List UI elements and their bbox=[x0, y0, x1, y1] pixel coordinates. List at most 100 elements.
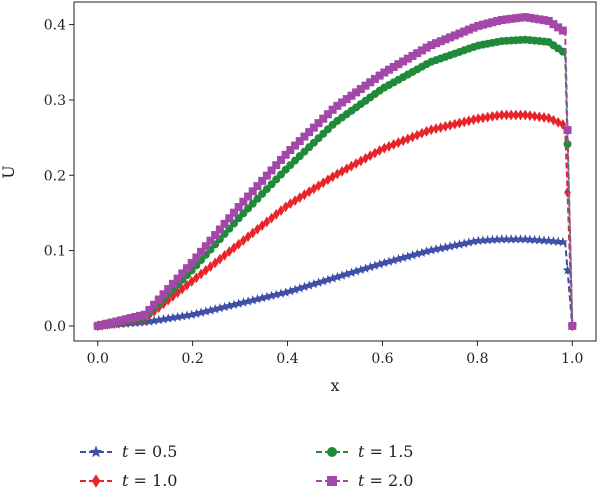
data-point bbox=[478, 235, 488, 245]
data-point bbox=[286, 198, 294, 210]
data-point bbox=[440, 242, 451, 252]
data-point bbox=[294, 283, 305, 293]
data-point bbox=[470, 114, 477, 126]
data-point bbox=[300, 132, 309, 141]
data-point bbox=[394, 137, 402, 148]
data-point bbox=[197, 268, 205, 280]
data-point bbox=[543, 235, 554, 246]
data-point bbox=[507, 14, 516, 23]
legend-entry: t = 2.0 bbox=[316, 471, 413, 490]
data-point bbox=[268, 212, 275, 224]
data-point bbox=[460, 27, 469, 36]
data-point bbox=[219, 301, 230, 312]
data-point bbox=[254, 223, 261, 235]
data-point bbox=[207, 261, 214, 272]
legend-entry: t = 0.5 bbox=[80, 442, 177, 461]
legend: t = 0.5 t = 1.5 t = 1.0 t = 2.0 bbox=[80, 442, 413, 490]
data-point bbox=[515, 234, 526, 244]
data-point bbox=[327, 273, 338, 283]
data-point bbox=[258, 176, 267, 185]
data-point bbox=[366, 78, 375, 87]
data-point bbox=[544, 16, 553, 25]
data-point bbox=[525, 234, 535, 244]
data-point bbox=[380, 68, 389, 77]
data-point bbox=[305, 128, 314, 137]
data-point bbox=[225, 246, 233, 258]
data-point bbox=[244, 231, 252, 243]
data-point bbox=[164, 285, 173, 294]
data-point bbox=[93, 321, 102, 330]
data-point bbox=[290, 284, 300, 294]
data-point bbox=[286, 145, 295, 154]
data-point bbox=[409, 131, 416, 143]
data-point bbox=[375, 71, 384, 80]
data-point bbox=[282, 201, 290, 213]
legend-marker bbox=[327, 447, 337, 457]
data-point bbox=[98, 320, 107, 329]
data-point bbox=[215, 225, 224, 234]
data-point bbox=[332, 271, 343, 282]
data-point bbox=[394, 60, 403, 69]
data-point bbox=[347, 91, 356, 100]
data-point bbox=[355, 264, 366, 275]
data-point bbox=[554, 23, 563, 32]
legend-entry: t = 1.0 bbox=[80, 471, 177, 490]
data-point bbox=[243, 296, 254, 306]
data-point bbox=[488, 18, 497, 27]
data-point bbox=[323, 110, 332, 119]
data-point bbox=[365, 261, 376, 272]
data-point bbox=[388, 255, 399, 265]
y-tick-label: 0.0 bbox=[44, 319, 66, 335]
data-point bbox=[276, 155, 285, 164]
x-tick-label: 0.4 bbox=[276, 351, 298, 367]
data-point bbox=[446, 33, 455, 42]
data-point bbox=[159, 290, 168, 299]
data-point bbox=[437, 122, 445, 133]
data-point bbox=[239, 197, 248, 206]
data-point bbox=[202, 264, 210, 276]
data-point bbox=[258, 220, 266, 231]
data-point bbox=[385, 65, 394, 74]
data-point bbox=[422, 43, 431, 52]
data-point bbox=[224, 300, 235, 311]
data-point bbox=[413, 129, 421, 141]
data-point bbox=[374, 259, 385, 269]
data-point bbox=[263, 216, 271, 228]
data-point bbox=[107, 318, 116, 327]
data-point bbox=[431, 244, 441, 254]
y-tick-label: 0.2 bbox=[44, 168, 66, 184]
data-point bbox=[370, 74, 379, 83]
data-point bbox=[360, 263, 371, 273]
data-point bbox=[521, 13, 530, 22]
axes-frame bbox=[73, 1, 597, 342]
data-point bbox=[295, 137, 304, 146]
data-point bbox=[346, 267, 357, 277]
data-point bbox=[277, 205, 285, 217]
data-point bbox=[530, 14, 539, 23]
data-point bbox=[296, 192, 304, 204]
data-point bbox=[385, 140, 393, 152]
data-point bbox=[418, 127, 426, 139]
data-point bbox=[248, 187, 257, 196]
data-point bbox=[131, 312, 140, 321]
data-point bbox=[493, 110, 501, 122]
data-point bbox=[280, 287, 291, 297]
data-point bbox=[169, 291, 177, 302]
y-axis-label: U bbox=[0, 165, 18, 178]
data-point bbox=[478, 20, 487, 29]
data-point bbox=[408, 51, 417, 60]
data-point bbox=[342, 95, 351, 104]
data-point bbox=[531, 110, 539, 122]
data-point bbox=[492, 234, 502, 244]
data-point bbox=[285, 285, 296, 296]
data-point bbox=[117, 316, 126, 325]
data-point bbox=[225, 214, 234, 223]
data-point bbox=[534, 235, 545, 245]
data-point bbox=[214, 302, 225, 313]
x-tick-label: 0.8 bbox=[466, 351, 488, 367]
data-point bbox=[211, 231, 220, 240]
x-tick-label: 0.0 bbox=[87, 351, 109, 367]
data-point bbox=[299, 281, 310, 292]
data-point bbox=[319, 114, 328, 123]
y-axis-ticks: 0.0 0.1 0.2 0.3 0.4 bbox=[44, 18, 74, 335]
